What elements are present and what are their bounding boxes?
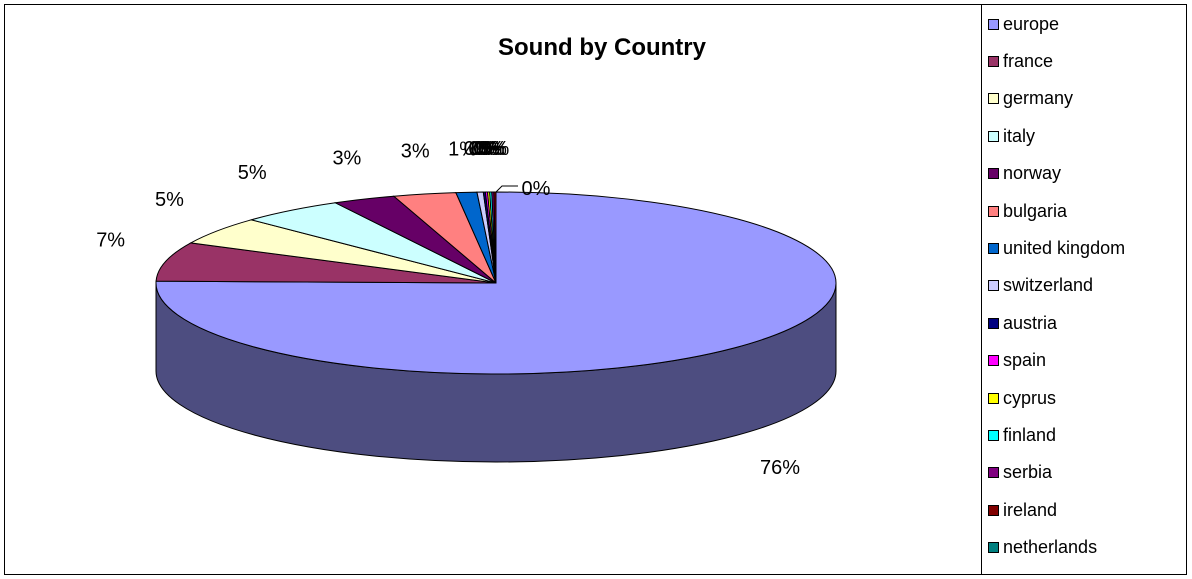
legend-swatch	[988, 205, 999, 217]
legend-label: europe	[1003, 13, 1060, 34]
legend-swatch	[988, 93, 999, 105]
legend-item-ireland: ireland	[988, 499, 1057, 521]
legend-label: cyprus	[1003, 387, 1057, 408]
data-label-france: 7%	[96, 230, 125, 252]
data-label-spain: 0%	[471, 138, 500, 160]
data-label-europe: 76%	[760, 457, 800, 479]
legend-label: france	[1003, 50, 1054, 71]
legend-label: serbia	[1003, 462, 1053, 483]
legend-item-switzerland: switzerland	[988, 275, 1093, 297]
legend-item-bulgaria: bulgaria	[988, 200, 1067, 222]
legend-item-austria: austria	[988, 312, 1057, 334]
legend-label: switzerland	[1003, 275, 1094, 296]
legend-swatch	[988, 317, 999, 329]
legend-item-serbia: serbia	[988, 462, 1052, 484]
legend-swatch	[988, 18, 999, 30]
legend-swatch	[988, 429, 999, 441]
data-label-serbia: 0%	[478, 138, 507, 160]
chart-title: Sound by Country	[498, 34, 707, 61]
data-label-germany: 5%	[155, 189, 184, 211]
legend-swatch	[988, 130, 999, 142]
legend-label: united kingdom	[1003, 237, 1126, 258]
legend-label: germany	[1003, 88, 1074, 109]
plot-area: Sound by Country 76% 7% 5% 5% 3% 3% 1% 0% 0% 0% 0%…	[5, 5, 981, 576]
chart-frame: Sound by Country 76% 7% 5% 5% 3% 3% 1% 0% 0% 0% 0%…	[4, 4, 1187, 576]
legend-label: bulgaria	[1003, 200, 1068, 221]
legend-item-germany: germany	[988, 88, 1073, 110]
legend-swatch	[988, 392, 999, 404]
data-label-norway: 3%	[332, 147, 361, 169]
leader-line-netherlands	[495, 185, 518, 193]
pie-slice-france	[155, 242, 497, 284]
data-label-austria: 0%	[468, 138, 497, 160]
legend-label: italy	[1003, 125, 1036, 146]
data-label-finland: 0%	[476, 138, 505, 160]
legend-swatch	[988, 168, 999, 180]
legend-item-finland: finland	[988, 424, 1056, 446]
legend-item-europe: europe	[988, 13, 1059, 35]
legend-item-united-kingdom: united kingdom	[988, 237, 1125, 259]
data-label-ireland: 0%	[480, 138, 509, 160]
legend-swatch	[988, 355, 999, 367]
pie-top-group	[155, 191, 837, 375]
legend-swatch	[988, 280, 999, 292]
legend-item-netherlands: netherlands	[988, 537, 1097, 559]
data-label-netherlands: 0%	[522, 178, 551, 200]
legend-swatch	[988, 467, 999, 479]
data-label-bulgaria: 3%	[401, 141, 430, 163]
legend-item-cyprus: cyprus	[988, 387, 1056, 409]
legend-item-spain: spain	[988, 350, 1046, 372]
legend-label: norway	[1003, 163, 1062, 184]
legend-label: spain	[1003, 350, 1047, 371]
data-label-cyprus: 0%	[473, 138, 502, 160]
legend-swatch	[988, 542, 999, 554]
legend: europe france germany italy norway bulgaria un…	[981, 4, 1187, 575]
legend-swatch	[988, 55, 999, 67]
data-label-united-kingdom: 1%	[448, 138, 477, 160]
legend-item-italy: italy	[988, 125, 1035, 147]
legend-label: austria	[1003, 312, 1058, 333]
legend-item-france: france	[988, 50, 1053, 72]
legend-swatch	[988, 242, 999, 254]
legend-item-norway: norway	[988, 163, 1061, 185]
legend-swatch	[988, 504, 999, 516]
legend-label: ireland	[1003, 499, 1058, 520]
legend-label: finland	[1003, 424, 1057, 445]
pie-labels-group: 76%7%5%5%3% 3% 1%0%0%0%0%0%0%0%0%	[96, 138, 800, 479]
data-label-italy: 5%	[238, 162, 267, 184]
legend-label: netherlands	[1003, 537, 1098, 558]
data-label-switzerland: 0%	[464, 138, 493, 160]
pie-chart: Sound by Country 76%7%5%5%3% 3% 1%0%0%0%0%…	[96, 34, 837, 479]
